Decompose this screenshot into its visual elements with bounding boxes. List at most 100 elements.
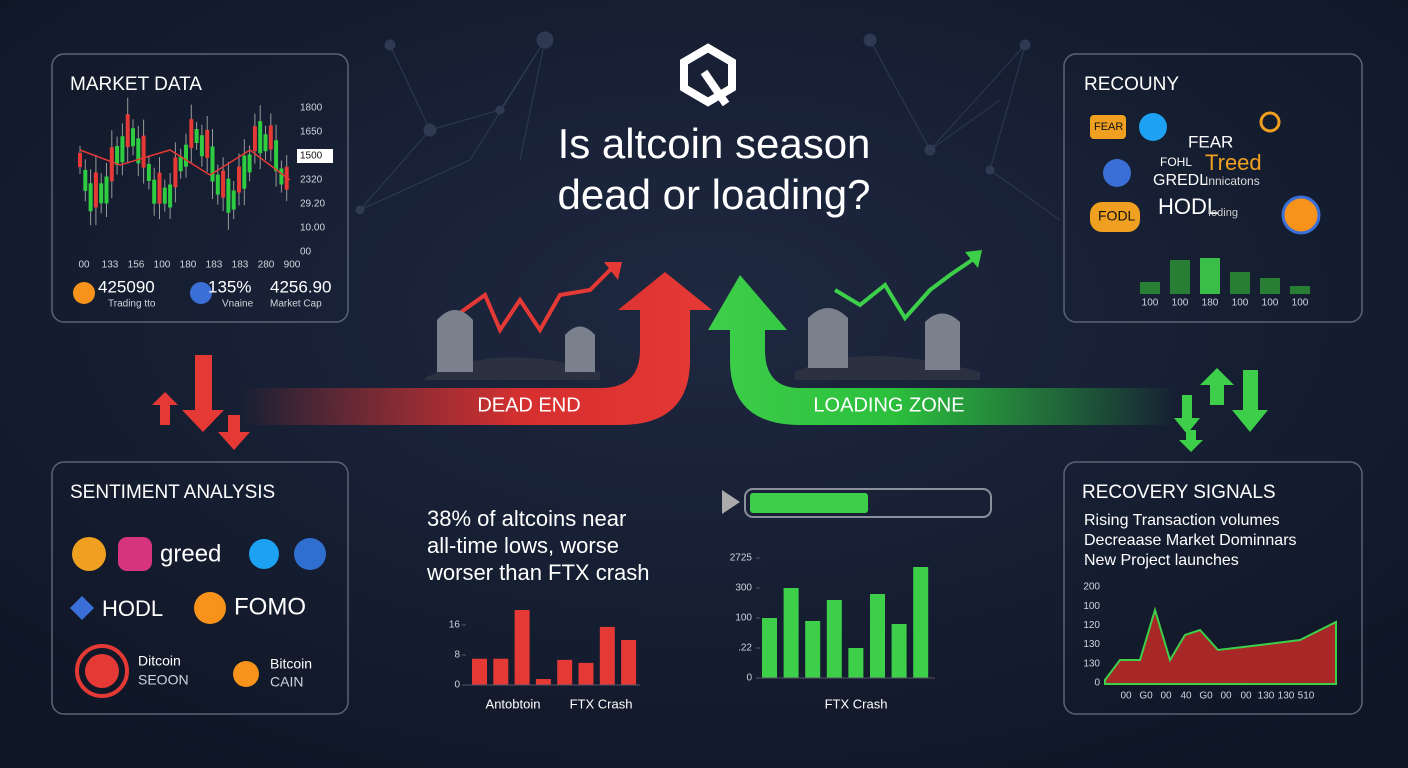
- dead-end-label: DEAD END: [477, 394, 580, 416]
- label: GREDL: [1153, 172, 1208, 189]
- candle: [78, 153, 82, 167]
- bar: [826, 600, 842, 678]
- icon: [294, 538, 326, 570]
- label: 130: [1083, 639, 1100, 650]
- label: 183: [206, 260, 223, 271]
- label: FOMO: [234, 593, 306, 620]
- red-trend-head: [604, 262, 622, 280]
- label: 130: [1083, 658, 1100, 669]
- bar: [472, 658, 487, 685]
- candle: [242, 155, 247, 189]
- candle: [194, 129, 199, 144]
- label: 2725: [730, 553, 753, 564]
- logo: [680, 43, 736, 107]
- candle: [83, 169, 88, 191]
- dead-end-arrow: [240, 272, 712, 425]
- label: worser than FTX crash: [426, 560, 650, 585]
- candle: [252, 126, 257, 152]
- label: 130: [1278, 691, 1295, 702]
- label: 100: [1142, 298, 1159, 309]
- candle: [215, 174, 220, 195]
- label: HODL: [1158, 194, 1219, 219]
- label: 100: [735, 613, 752, 624]
- bar: [578, 662, 594, 685]
- candle: [93, 172, 98, 208]
- sentiment-panel: [51, 461, 349, 715]
- label: 0: [454, 680, 460, 691]
- title-line: Is altcoin season: [558, 120, 871, 167]
- candle: [184, 144, 188, 167]
- bitcoin-icon: [194, 592, 226, 624]
- signals-area: [1104, 606, 1337, 685]
- bar: [493, 658, 509, 685]
- label: Decreaase Market Dominnars: [1084, 532, 1297, 549]
- label: 133: [102, 260, 119, 271]
- label: 120: [1083, 620, 1100, 631]
- label: .22: [738, 643, 752, 654]
- highlight: [297, 149, 333, 163]
- label: 156: [128, 260, 145, 271]
- coin-icon: [73, 282, 95, 304]
- candle: [173, 157, 178, 188]
- label: all-time lows, worse: [427, 533, 619, 558]
- label: CAIN: [270, 674, 303, 690]
- label: 4256.90: [270, 277, 331, 296]
- candle: [115, 145, 120, 165]
- red-trend: [448, 263, 617, 335]
- label: 1800: [300, 103, 323, 114]
- label: 135%: [208, 277, 251, 296]
- candle: [120, 136, 125, 163]
- signals-panel: [1063, 461, 1363, 715]
- label: 100: [1232, 298, 1249, 309]
- candle: [104, 176, 109, 204]
- facebook-icon: [72, 537, 106, 571]
- label: 16: [449, 620, 461, 631]
- bar: [783, 588, 799, 678]
- label: 100: [1292, 298, 1309, 309]
- label: HODL: [102, 596, 163, 621]
- candle: [263, 134, 268, 152]
- deco-bar: [1140, 282, 1160, 294]
- label: Bitcoin: [270, 656, 312, 672]
- label: FTX Crash: [825, 696, 888, 711]
- label: SEOON: [138, 672, 189, 688]
- label: FOHL: [1160, 155, 1192, 169]
- label: 183: [232, 260, 249, 271]
- candle: [247, 154, 252, 173]
- bar: [514, 610, 530, 685]
- candle: [231, 190, 236, 210]
- panel-title: SENTIMENT ANALYSIS: [70, 482, 275, 503]
- icon: [1259, 111, 1281, 133]
- label: FEAR: [1188, 132, 1233, 151]
- label: 100: [1262, 298, 1279, 309]
- icon: [70, 596, 94, 620]
- candle: [168, 184, 173, 208]
- bar: [805, 621, 821, 678]
- label: 300: [735, 583, 752, 594]
- label: G0: [1199, 691, 1213, 702]
- bar: [557, 659, 573, 685]
- label: 1500: [300, 151, 323, 162]
- trend: [79, 149, 291, 181]
- bar: [762, 618, 777, 678]
- candle: [279, 168, 284, 185]
- twitter-icon: [249, 539, 279, 569]
- recovery-top-panel: [1063, 53, 1363, 323]
- candle: [189, 119, 194, 149]
- label: 00: [1120, 691, 1132, 702]
- candle: [178, 156, 183, 172]
- deco-bar: [1170, 260, 1190, 294]
- label: 40: [1180, 691, 1192, 702]
- bitcoin-icon: [75, 644, 129, 698]
- bar: [870, 594, 885, 678]
- label: 425090: [98, 277, 155, 296]
- panel-title: RECOUNY: [1084, 74, 1179, 95]
- label: Ditcoin: [138, 653, 181, 669]
- candle: [162, 187, 167, 204]
- bitcoin-icon: [233, 661, 259, 687]
- progress-bar: [722, 488, 992, 518]
- coin-icon: [190, 282, 212, 304]
- label: Antobtoin: [486, 696, 541, 711]
